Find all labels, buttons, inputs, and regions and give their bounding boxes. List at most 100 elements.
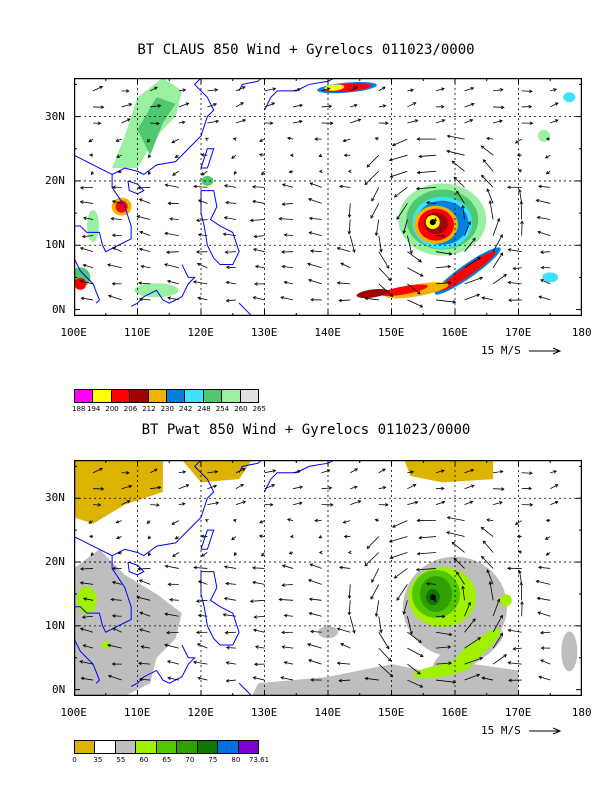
wind-arrow-head: [253, 234, 258, 239]
wind-arrow-head: [357, 500, 362, 504]
wind-arrow-head: [166, 279, 171, 284]
wind-arrow: [492, 654, 507, 665]
colorbar-swatch: [114, 740, 137, 754]
wind-arrow: [235, 102, 244, 108]
wind-arrow: [375, 219, 380, 236]
wind-arrow-head: [283, 661, 288, 665]
wind-arrow: [378, 647, 392, 662]
wind-arrow-head: [215, 119, 220, 124]
wind-arrow-head: [225, 265, 230, 270]
wind-arrow-head: [82, 597, 87, 601]
wind-arrow: [108, 295, 122, 301]
wind-arrow-head: [138, 628, 143, 632]
wind-arrow-head: [126, 471, 130, 475]
wind-arrow-head: [99, 467, 104, 472]
wind-arrow: [464, 501, 473, 506]
wind-arrow: [111, 218, 122, 220]
wind-arrow-head: [343, 153, 348, 158]
wind-arrow-head: [111, 580, 116, 585]
wind-arrow-head: [223, 596, 228, 601]
wind-arrow-head: [364, 676, 369, 681]
wind-arrow-head: [481, 296, 486, 300]
wind-arrow-head: [111, 662, 116, 666]
x-axis-label: 120E: [187, 326, 214, 339]
field-contour: [561, 631, 578, 672]
wind-arrow-head: [252, 628, 257, 633]
field-contour: [74, 460, 163, 524]
wind-arrow-head: [280, 676, 284, 680]
wind-arrow: [348, 600, 351, 615]
wind-arrow-head: [138, 579, 143, 583]
wind-arrow-head: [307, 198, 312, 202]
wind-arrow-head: [501, 487, 505, 491]
wind-arrow-head: [181, 120, 186, 125]
wind-arrow-head: [193, 565, 197, 570]
wind-arrow-head: [448, 281, 453, 285]
wind-arrow: [537, 231, 551, 236]
wind-arrow: [508, 662, 522, 665]
wind-arrow: [80, 582, 94, 585]
wind-arrow-head: [418, 639, 422, 643]
wind-arrow: [171, 520, 179, 525]
wind-arrow-head: [529, 121, 534, 126]
wind-arrow-head: [481, 676, 486, 680]
wind-arrow-head: [476, 293, 481, 297]
wind-arrow: [279, 599, 294, 601]
wind-arrow: [407, 119, 418, 124]
wind-arrow-head: [79, 567, 84, 571]
wind-arrow: [538, 185, 551, 188]
wind-arrow: [253, 296, 265, 301]
wind-arrow: [207, 471, 218, 474]
colorbar-swatch: [239, 389, 259, 403]
coastline-segment: [200, 571, 240, 646]
wind-arrow: [280, 296, 294, 301]
wind-arrow-head: [486, 188, 490, 193]
wind-arrow: [337, 282, 351, 285]
coastline-segment: [200, 190, 240, 266]
wind-arrow-head: [169, 217, 173, 221]
wind-arrow: [492, 218, 500, 236]
wind-arrow: [446, 150, 465, 156]
wind-arrow-head: [503, 654, 508, 658]
wind-arrow-head: [339, 565, 343, 570]
wind-arrow-head: [396, 216, 400, 220]
y-axis-label: 0N: [52, 302, 66, 316]
wind-arrow-head: [240, 102, 244, 106]
wind-arrow-head: [469, 119, 474, 123]
wind-arrow: [139, 298, 151, 301]
wind-arrow: [139, 198, 151, 204]
wind-arrow-head: [416, 137, 421, 141]
x-axis-label: 130E: [250, 326, 278, 339]
wind-arrow: [407, 484, 416, 490]
wind-arrow-head: [278, 217, 283, 221]
wind-arrow: [226, 299, 236, 302]
wind-arrow: [426, 583, 436, 585]
wind-arrow-head: [480, 526, 485, 531]
wind-arrow-head: [261, 552, 265, 557]
wind-arrow-head: [391, 524, 396, 528]
wind-arrow-head: [112, 185, 116, 189]
wind-arrow: [223, 614, 236, 617]
wind-arrow-head: [90, 552, 95, 557]
wind-arrow-head: [440, 104, 445, 109]
wind-arrow-head: [396, 597, 400, 601]
wind-arrow-head: [446, 134, 451, 139]
wind-arrow: [164, 263, 179, 269]
wind-arrow-head: [280, 296, 284, 300]
wind-arrow: [137, 186, 151, 189]
wind-arrow-head: [225, 280, 230, 285]
wind-arrow: [492, 615, 503, 633]
wind-arrow: [226, 679, 236, 682]
wind-arrow-head: [79, 246, 84, 251]
wind-arrow: [453, 176, 465, 188]
coastline-segment: [127, 180, 145, 195]
wind-arrow-head: [354, 468, 358, 472]
wind-arrow: [165, 565, 179, 569]
wind-arrow-head: [138, 247, 143, 252]
wind-arrow-head: [451, 160, 456, 165]
wind-arrow: [139, 678, 151, 681]
colorbar-tick-label: 206: [123, 405, 138, 413]
wind-arrow-head: [461, 204, 465, 209]
wind-arrow-head: [347, 611, 352, 616]
wind-arrow: [280, 676, 294, 681]
